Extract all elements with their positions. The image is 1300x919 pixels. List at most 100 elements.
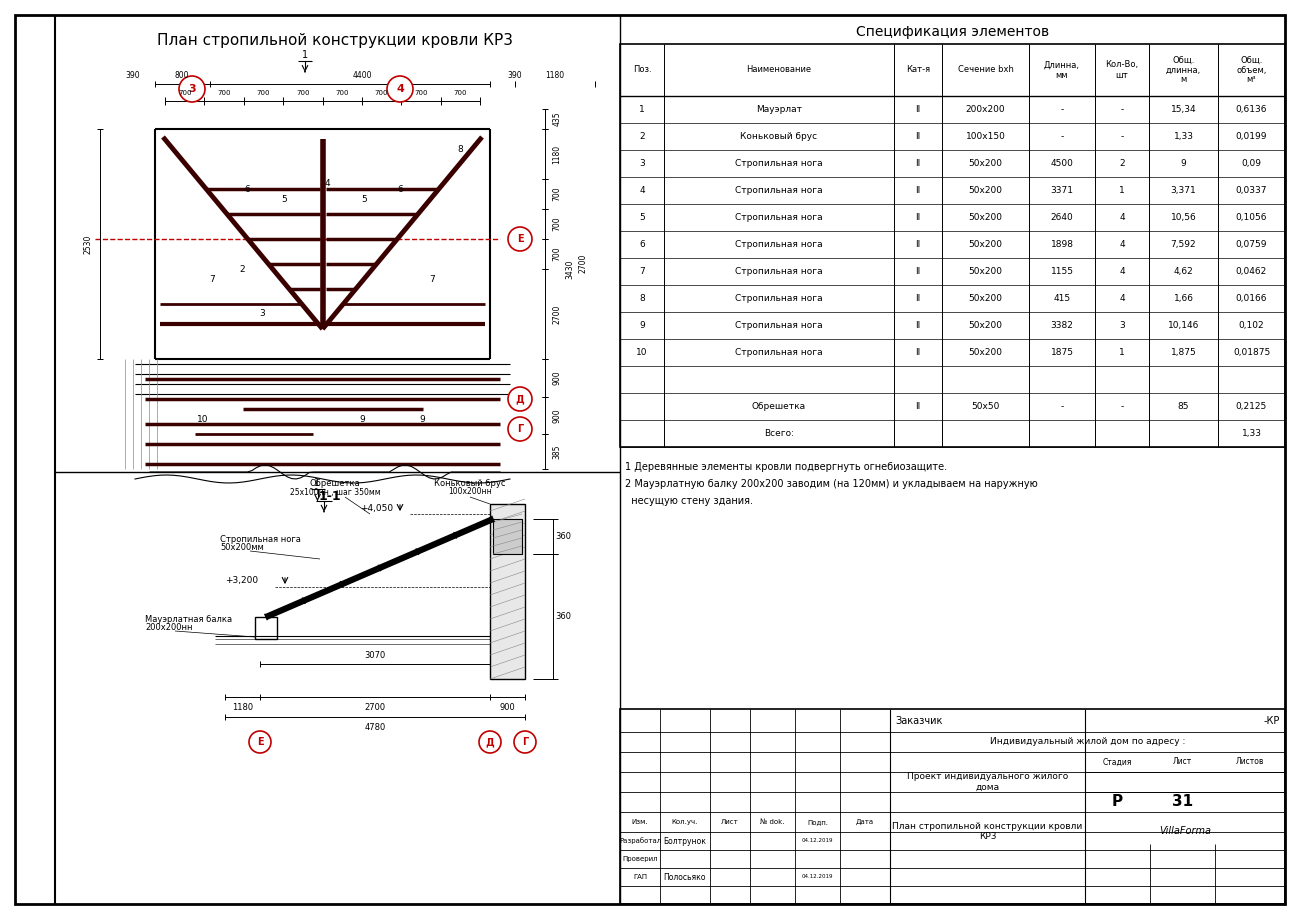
Text: 0,0462: 0,0462 (1236, 267, 1268, 276)
Text: 50х200: 50х200 (968, 267, 1002, 276)
Text: 700: 700 (256, 90, 270, 96)
Text: 700: 700 (454, 90, 467, 96)
Text: 4500: 4500 (1050, 159, 1074, 168)
Text: 8: 8 (458, 144, 463, 153)
Text: 1 Деревянные элементы кровли подвергнуть огнебиозащите.: 1 Деревянные элементы кровли подвергнуть… (625, 462, 948, 472)
Text: +3,200: +3,200 (225, 576, 259, 585)
Text: -: - (1121, 402, 1123, 411)
Text: Подп.: Подп. (807, 819, 828, 825)
Text: 1,875: 1,875 (1170, 348, 1196, 357)
Text: 200х200: 200х200 (966, 105, 1005, 114)
Text: 15,34: 15,34 (1171, 105, 1196, 114)
Text: Стропильная нога: Стропильная нога (736, 159, 823, 168)
Text: 100х150: 100х150 (966, 132, 1005, 141)
Text: План стропильной конструкции кровли КР3: План стропильной конструкции кровли КР3 (157, 33, 514, 49)
Text: 2: 2 (239, 265, 246, 274)
Text: Проверил: Проверил (623, 856, 658, 862)
Text: 3371: 3371 (1050, 186, 1074, 195)
Bar (493, 519, 523, 554)
Text: Коньковый брус: Коньковый брус (741, 132, 818, 141)
Text: 85: 85 (1178, 402, 1190, 411)
Text: -: - (1061, 105, 1063, 114)
Text: 0,2125: 0,2125 (1236, 402, 1268, 411)
Text: 4400: 4400 (352, 72, 372, 81)
Text: Стропильная нога: Стропильная нога (736, 294, 823, 303)
Text: Стропильная нога: Стропильная нога (736, 321, 823, 330)
Bar (620, 709, 1284, 904)
Text: Длинна,: Длинна, (1044, 61, 1080, 70)
Text: 1-1: 1-1 (318, 490, 342, 503)
Text: 6: 6 (244, 185, 251, 194)
Text: Изм.: Изм. (632, 819, 649, 825)
Text: 700: 700 (217, 90, 231, 96)
Text: Дата: Дата (855, 819, 874, 825)
Text: 4: 4 (1119, 267, 1124, 276)
Text: II: II (915, 402, 920, 411)
Text: II: II (915, 132, 920, 141)
Text: 700: 700 (552, 246, 562, 261)
Text: 2700: 2700 (578, 254, 588, 273)
Text: 1898: 1898 (1050, 240, 1074, 249)
Text: 700: 700 (374, 90, 389, 96)
Text: II: II (915, 294, 920, 303)
Text: 1180: 1180 (546, 72, 564, 81)
Text: 3: 3 (260, 310, 265, 319)
Text: 900: 900 (552, 408, 562, 423)
Text: 6: 6 (640, 240, 645, 249)
Text: II: II (915, 348, 920, 357)
Text: Стропильная нога: Стропильная нога (736, 267, 823, 276)
Text: 2: 2 (640, 132, 645, 141)
Text: 25х100нн , шаг 350мм: 25х100нн , шаг 350мм (290, 487, 381, 496)
Text: Стропильная нога: Стропильная нога (736, 240, 823, 249)
Circle shape (478, 731, 500, 753)
Text: 5: 5 (282, 195, 287, 203)
Text: 4: 4 (640, 186, 645, 195)
Text: 390: 390 (126, 72, 140, 81)
Text: 3: 3 (1119, 321, 1124, 330)
Text: Болтрунок: Болтрунок (663, 836, 706, 845)
Text: мм: мм (1056, 71, 1069, 80)
Text: 0,0759: 0,0759 (1236, 240, 1268, 249)
Circle shape (250, 731, 270, 753)
Text: 8: 8 (640, 294, 645, 303)
Text: Стадия: Стадия (1102, 757, 1132, 766)
Text: Обрешетка: Обрешетка (309, 480, 360, 489)
Text: 50х200: 50х200 (968, 186, 1002, 195)
Text: 7: 7 (640, 267, 645, 276)
Text: II: II (915, 267, 920, 276)
Text: 4780: 4780 (364, 722, 386, 732)
Bar (490, 504, 525, 679)
Circle shape (514, 731, 536, 753)
Text: 700: 700 (296, 90, 309, 96)
Text: 5: 5 (361, 195, 368, 203)
Text: Общ.: Общ. (1240, 55, 1262, 64)
Text: 7: 7 (429, 275, 436, 283)
Text: 3430: 3430 (566, 259, 575, 278)
Text: 50х200: 50х200 (968, 213, 1002, 222)
Text: 10,56: 10,56 (1170, 213, 1196, 222)
Text: 900: 900 (552, 370, 562, 385)
Text: 2700: 2700 (552, 304, 562, 323)
Text: VillaForma: VillaForma (1160, 826, 1212, 836)
Text: 10,146: 10,146 (1167, 321, 1199, 330)
Text: 9: 9 (360, 414, 365, 424)
Text: 0,01875: 0,01875 (1232, 348, 1270, 357)
Circle shape (508, 227, 532, 251)
Text: 4: 4 (1119, 213, 1124, 222)
Text: 1180: 1180 (552, 144, 562, 164)
Text: 360: 360 (555, 612, 571, 621)
Text: 100х200нн: 100х200нн (448, 487, 491, 496)
Bar (255, 617, 277, 639)
Text: Лист: Лист (722, 819, 738, 825)
Text: 9: 9 (420, 414, 425, 424)
Text: 1: 1 (315, 478, 321, 488)
Text: Спецификация элементов: Спецификация элементов (855, 25, 1049, 39)
Text: 1,33: 1,33 (1174, 132, 1193, 141)
Text: Общ.: Общ. (1173, 55, 1195, 64)
Text: 200х200нн: 200х200нн (146, 622, 192, 631)
Text: Стропильная нога: Стропильная нога (736, 213, 823, 222)
Text: 04.12.2019: 04.12.2019 (802, 838, 833, 844)
Text: 1180: 1180 (231, 702, 254, 711)
Text: 2530: 2530 (83, 234, 92, 254)
Text: 5: 5 (640, 213, 645, 222)
